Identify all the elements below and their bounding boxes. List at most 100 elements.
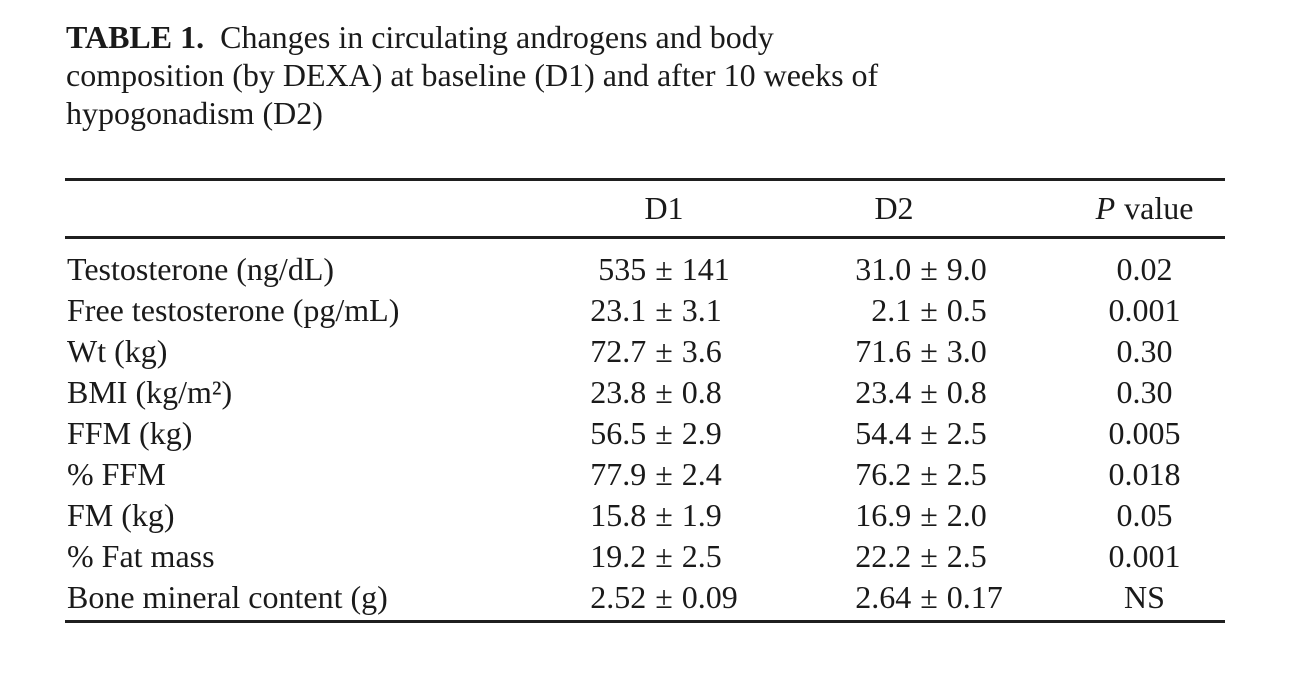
d1-value-cell: 19.2 ±2.5 xyxy=(559,538,769,575)
plus-minus-icon: ± xyxy=(920,456,938,492)
d1-value-cell: 72.7 ±3.6 xyxy=(559,333,769,370)
d2-sd: 0.17 xyxy=(946,579,1003,615)
d2-mean: 2.1 xyxy=(871,292,912,328)
d2-sd: 0.5 xyxy=(946,292,987,328)
d1-value-cell: 23.8 ±0.8 xyxy=(559,374,769,411)
d1-mean: 15.8 xyxy=(590,497,647,533)
plus-minus-icon: ± xyxy=(920,497,938,533)
row-label: FFM (kg) xyxy=(67,415,193,451)
d1-sd: 141 xyxy=(681,251,730,287)
d1-mean: 23.1 xyxy=(590,292,647,328)
d2-sd: 2.5 xyxy=(946,456,987,492)
plus-minus-icon: ± xyxy=(655,456,673,492)
plus-minus-icon: ± xyxy=(655,497,673,533)
table-row: Free testosterone (pg/mL) 23.1 ±3.1 2.1 ±0… xyxy=(65,290,1225,331)
d1-sd: 1.9 xyxy=(681,497,722,533)
d1-mean: 23.8 xyxy=(590,374,647,410)
d2-mean: 2.64 xyxy=(855,579,912,615)
row-label: Bone mineral content (g) xyxy=(67,579,388,615)
d1-mean: 77.9 xyxy=(590,456,647,492)
p-value-cell: 0.001 xyxy=(1108,538,1181,574)
p-value-cell: NS xyxy=(1124,579,1165,615)
header-p-rest: value xyxy=(1124,190,1194,226)
table-row: Testosterone (ng/dL) 535 ±141 31.0 ±9.0 0.… xyxy=(65,249,1225,290)
plus-minus-icon: ± xyxy=(655,333,673,369)
d2-mean: 23.4 xyxy=(855,374,912,410)
d1-sd: 2.5 xyxy=(681,538,722,574)
d2-mean: 54.4 xyxy=(855,415,912,451)
d2-mean: 31.0 xyxy=(855,251,912,287)
d1-value-cell: 77.9 ±2.4 xyxy=(559,456,769,493)
table-row: % FFM 77.9 ±2.4 76.2 ±2.5 0.018 xyxy=(65,454,1225,495)
p-value-cell: 0.02 xyxy=(1116,251,1173,287)
caption-line-2: composition (by DEXA) at baseline (D1) a… xyxy=(66,57,879,93)
d2-sd: 0.8 xyxy=(946,374,987,410)
d1-sd: 3.6 xyxy=(681,333,722,369)
d2-value-cell: 16.9 ±2.0 xyxy=(769,497,1019,534)
header-d1: D1 xyxy=(644,190,684,226)
table-number: TABLE 1. xyxy=(66,19,205,55)
d2-value-cell: 23.4 ±0.8 xyxy=(769,374,1019,411)
plus-minus-icon: ± xyxy=(920,579,938,615)
row-label: Wt (kg) xyxy=(67,333,168,369)
d2-value-cell: 22.2 ±2.5 xyxy=(769,538,1019,575)
p-value-cell: 0.05 xyxy=(1116,497,1173,533)
table-row: Bone mineral content (g) 2.52 ±0.09 2.64 ±… xyxy=(65,577,1225,618)
d1-value-cell: 23.1 ±3.1 xyxy=(559,292,769,329)
header-p-italic: P xyxy=(1095,190,1116,226)
d2-mean: 71.6 xyxy=(855,333,912,369)
row-label: Free testosterone (pg/mL) xyxy=(67,292,400,328)
p-value-cell: 0.30 xyxy=(1116,374,1173,410)
row-label: % Fat mass xyxy=(67,538,215,574)
caption-text-1: Changes in circulating androgens and bod… xyxy=(220,19,774,55)
plus-minus-icon: ± xyxy=(920,415,938,451)
caption-line-3: hypogonadism (D2) xyxy=(66,95,323,131)
table-caption: TABLE 1. Changes in circulating androgens… xyxy=(66,18,1216,132)
table-row: BMI (kg/m²) 23.8 ±0.8 23.4 ±0.8 0.30 xyxy=(65,372,1225,413)
d2-value-cell: 31.0 ±9.0 xyxy=(769,251,1019,288)
row-label: FM (kg) xyxy=(67,497,175,533)
d1-mean: 56.5 xyxy=(590,415,647,451)
d1-mean: 535 xyxy=(598,251,647,287)
plus-minus-icon: ± xyxy=(655,251,673,287)
d1-sd: 2.4 xyxy=(681,456,722,492)
d1-mean: 72.7 xyxy=(590,333,647,369)
d1-sd: 0.8 xyxy=(681,374,722,410)
d1-value-cell: 2.52 ±0.09 xyxy=(559,579,769,616)
d1-sd: 3.1 xyxy=(681,292,722,328)
d2-value-cell: 76.2 ±2.5 xyxy=(769,456,1019,493)
p-value-cell: 0.30 xyxy=(1116,333,1173,369)
table-body: Testosterone (ng/dL) 535 ±141 31.0 ±9.0 0.… xyxy=(65,239,1225,620)
d2-sd: 9.0 xyxy=(946,251,987,287)
plus-minus-icon: ± xyxy=(920,251,938,287)
d2-mean: 76.2 xyxy=(855,456,912,492)
d1-mean: 19.2 xyxy=(590,538,647,574)
caption-line-1: TABLE 1. Changes in circulating androgens… xyxy=(66,18,1216,56)
d2-sd: 2.5 xyxy=(946,415,987,451)
plus-minus-icon: ± xyxy=(655,415,673,451)
plus-minus-icon: ± xyxy=(655,579,673,615)
table-row: Wt (kg) 72.7 ±3.6 71.6 ±3.0 0.30 xyxy=(65,331,1225,372)
d2-value-cell: 2.64 ±0.17 xyxy=(769,579,1019,616)
row-label: % FFM xyxy=(67,456,166,492)
plus-minus-icon: ± xyxy=(920,292,938,328)
row-label: Testosterone (ng/dL) xyxy=(67,251,335,287)
table-row: FFM (kg) 56.5 ±2.9 54.4 ±2.5 0.005 xyxy=(65,413,1225,454)
d2-value-cell: 54.4 ±2.5 xyxy=(769,415,1019,452)
d1-sd: 0.09 xyxy=(681,579,738,615)
table-row: % Fat mass 19.2 ±2.5 22.2 ±2.5 0.001 xyxy=(65,536,1225,577)
d1-value-cell: 15.8 ±1.9 xyxy=(559,497,769,534)
d2-value-cell: 71.6 ±3.0 xyxy=(769,333,1019,370)
p-value-cell: 0.001 xyxy=(1108,292,1181,328)
plus-minus-icon: ± xyxy=(655,292,673,328)
d1-value-cell: 56.5 ±2.9 xyxy=(559,415,769,452)
plus-minus-icon: ± xyxy=(655,374,673,410)
header-d2: D2 xyxy=(874,190,914,226)
p-value-cell: 0.005 xyxy=(1108,415,1181,451)
table-row: FM (kg) 15.8 ±1.9 16.9 ±2.0 0.05 xyxy=(65,495,1225,536)
row-label: BMI (kg/m²) xyxy=(67,374,233,410)
